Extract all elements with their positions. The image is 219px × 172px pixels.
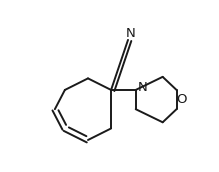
Text: N: N (125, 27, 135, 40)
Text: N: N (138, 81, 148, 94)
Text: O: O (177, 93, 187, 106)
